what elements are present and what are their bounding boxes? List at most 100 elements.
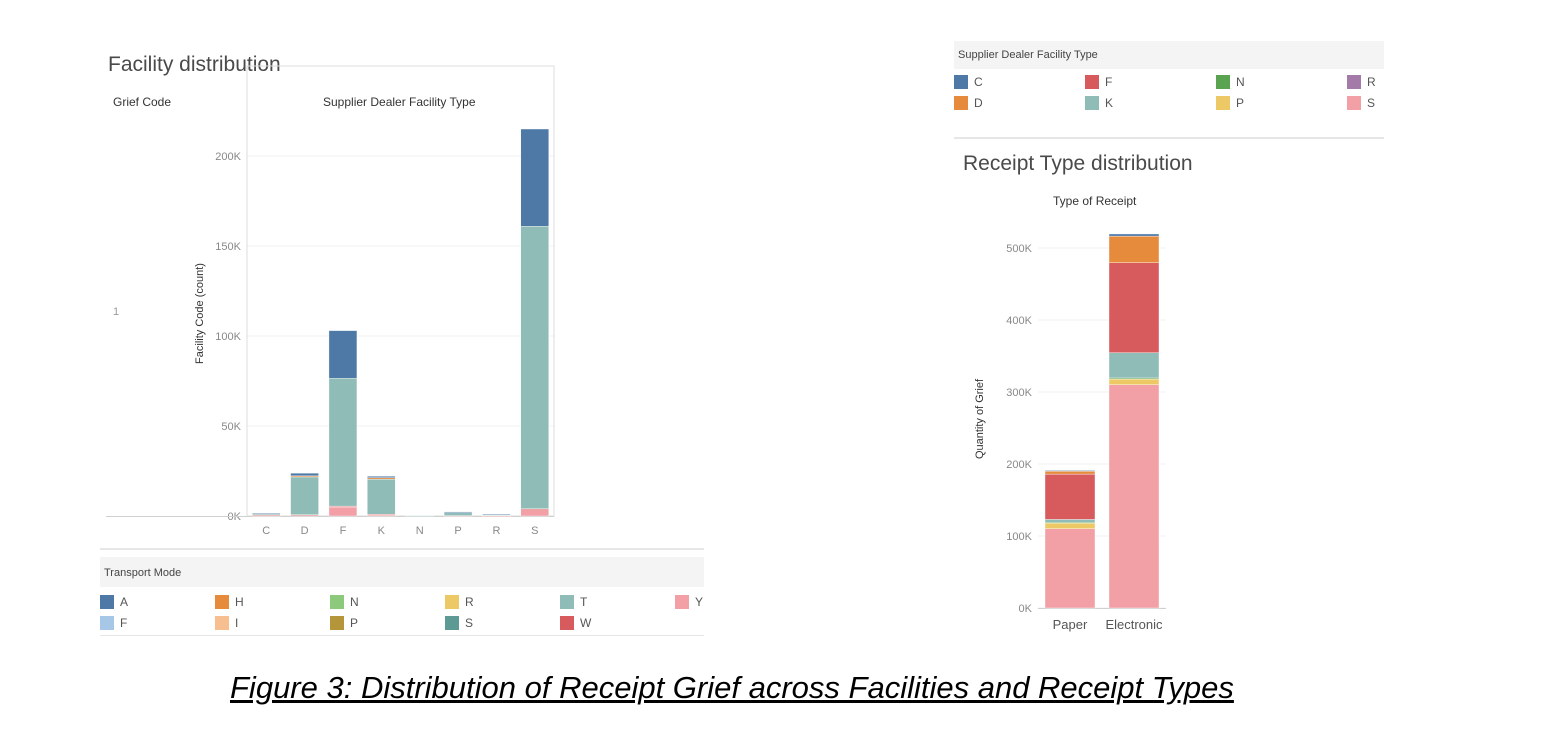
receipt-type-distribution-chart: 0K 100K 200K 300K 400K 500K Paper Electronic Qua…: [974, 233, 1166, 632]
bar-segment-k-t: [367, 478, 396, 515]
bar-segment-electronic-c: [1108, 233, 1160, 237]
x-tick-label: K: [378, 525, 386, 537]
transport-legend-item-h[interactable]: H: [215, 591, 330, 612]
bar-segment-f-t: [328, 378, 358, 507]
y-tick-label: 400K: [1006, 315, 1032, 327]
bar-segment-p-a: [443, 511, 473, 513]
plot-frame: [246, 65, 555, 517]
facility-legend-item-r[interactable]: R: [1347, 71, 1478, 92]
x-tick-label: P: [454, 525, 461, 537]
facility-legend-item-p[interactable]: P: [1216, 92, 1347, 113]
facility-legend-swatch: [1347, 74, 1361, 89]
bar-segment-paper-p: [1044, 522, 1096, 530]
transport-legend-item-a[interactable]: A: [100, 591, 215, 612]
facility-legend-item-s[interactable]: S: [1347, 92, 1478, 113]
bar-segment-n-t: [405, 515, 434, 517]
transport-legend-label: S: [465, 615, 474, 630]
transport-legend-swatch: [445, 594, 459, 609]
y-axis-title: Quantity of Grief: [974, 378, 986, 459]
bar-segment-electronic-k: [1108, 352, 1160, 379]
transport-legend-item-f[interactable]: F: [100, 612, 215, 633]
transport-legend-label: H: [235, 594, 244, 609]
y-tick-label: 150K: [215, 241, 241, 253]
transport-legend-label: R: [465, 594, 474, 609]
transport-legend-swatch: [215, 615, 229, 630]
facility-legend-item-f[interactable]: F: [1085, 71, 1216, 92]
bar-segment-f-y: [328, 506, 358, 517]
transport-legend-item-p[interactable]: P: [330, 612, 445, 633]
facility-legend-swatch: [1085, 95, 1099, 110]
transport-legend-swatch: [445, 615, 459, 630]
facility-legend-swatch: [1216, 74, 1230, 89]
transport-legend-swatch: [560, 594, 574, 609]
transport-legend-title: Transport Mode: [100, 557, 704, 587]
bar-segment-r-a: [482, 514, 511, 516]
bar-segment-electronic-d: [1108, 235, 1160, 263]
facility-legend-label: R: [1367, 74, 1376, 89]
x-tick-label: F: [340, 525, 347, 537]
facility-legend-swatch: [954, 95, 968, 110]
facility-legend-title: Supplier Dealer Facility Type: [954, 41, 1384, 69]
transport-legend-item-s[interactable]: S: [445, 612, 560, 633]
transport-legend-swatch: [330, 594, 344, 609]
bar-segment-electronic-s: [1108, 384, 1160, 609]
row-header-grief-code: Grief Code: [113, 95, 172, 109]
facility-legend-item-k[interactable]: K: [1085, 92, 1216, 113]
bar-segment-s-t: [520, 225, 550, 510]
transport-legend-swatch: [560, 615, 574, 630]
facility-legend-swatch: [954, 74, 968, 89]
transport-legend-label: F: [120, 615, 128, 630]
transport-legend-swatch: [215, 594, 229, 609]
transport-legend-items: A H N R T Y F I P S W: [100, 591, 704, 633]
transport-legend-item-n[interactable]: N: [330, 591, 445, 612]
bar-segment-s-a: [520, 128, 550, 227]
transport-legend-item-w[interactable]: W: [560, 612, 675, 633]
facility-legend-item-d[interactable]: D: [954, 92, 1085, 113]
transport-legend-label: W: [580, 615, 592, 630]
transport-legend-label: P: [350, 615, 359, 630]
y-tick-label: 300K: [1006, 387, 1032, 399]
transport-legend-label: A: [120, 594, 129, 609]
transport-legend-label: N: [350, 594, 359, 609]
x-tick-label: Electronic: [1105, 617, 1163, 632]
transport-legend-swatch: [675, 594, 689, 609]
transport-legend-item-t[interactable]: T: [560, 591, 675, 612]
bar-segment-s-y: [520, 509, 550, 517]
transport-legend-item-r[interactable]: R: [445, 591, 560, 612]
bar-segment-k-a: [367, 476, 396, 478]
facility-legend-label: F: [1105, 74, 1113, 89]
left-chart-title: Facility distribution: [108, 53, 281, 76]
facility-legend-item-n[interactable]: N: [1216, 71, 1347, 92]
transport-legend-swatch: [330, 615, 344, 630]
facility-legend-swatch: [1216, 95, 1230, 110]
left-column-header: Supplier Dealer Facility Type: [323, 95, 476, 109]
y-tick-label: 200K: [1006, 459, 1032, 471]
transport-legend-swatch: [100, 594, 114, 609]
y-tick-label: 100K: [215, 331, 241, 343]
bar-segment-electronic-f: [1108, 262, 1160, 353]
bar-segment-f-a: [328, 330, 358, 379]
facility-legend-label: C: [974, 74, 983, 89]
x-tick-label: R: [492, 525, 500, 537]
transport-legend-swatch: [100, 615, 114, 630]
facility-legend-label: S: [1367, 95, 1376, 110]
transport-legend-item-y[interactable]: Y: [675, 591, 790, 612]
x-tick-label: D: [301, 525, 309, 537]
x-tick-label: Paper: [1053, 617, 1088, 632]
y-tick-label: 0K: [1019, 603, 1033, 615]
facility-legend-label: K: [1105, 95, 1114, 110]
facility-type-legend: Supplier Dealer Facility Type C F N R D K P S: [954, 41, 1384, 139]
row-value-grief-code: 1: [113, 306, 120, 318]
facility-legend-label: N: [1236, 74, 1245, 89]
bar-segment-paper-f: [1044, 473, 1096, 520]
bar-segment-paper-s: [1044, 528, 1096, 609]
transport-legend-label: I: [235, 615, 239, 630]
y-tick-label: 50K: [221, 421, 241, 433]
facility-legend-item-c[interactable]: C: [954, 71, 1085, 92]
bar-segment-c-a: [251, 513, 281, 515]
bar-segment-d-a: [290, 472, 319, 477]
transport-legend-item-i[interactable]: I: [215, 612, 330, 633]
y-tick-label: 100K: [1006, 531, 1032, 543]
transport-legend-label: T: [580, 594, 588, 609]
facility-legend-label: P: [1236, 95, 1245, 110]
